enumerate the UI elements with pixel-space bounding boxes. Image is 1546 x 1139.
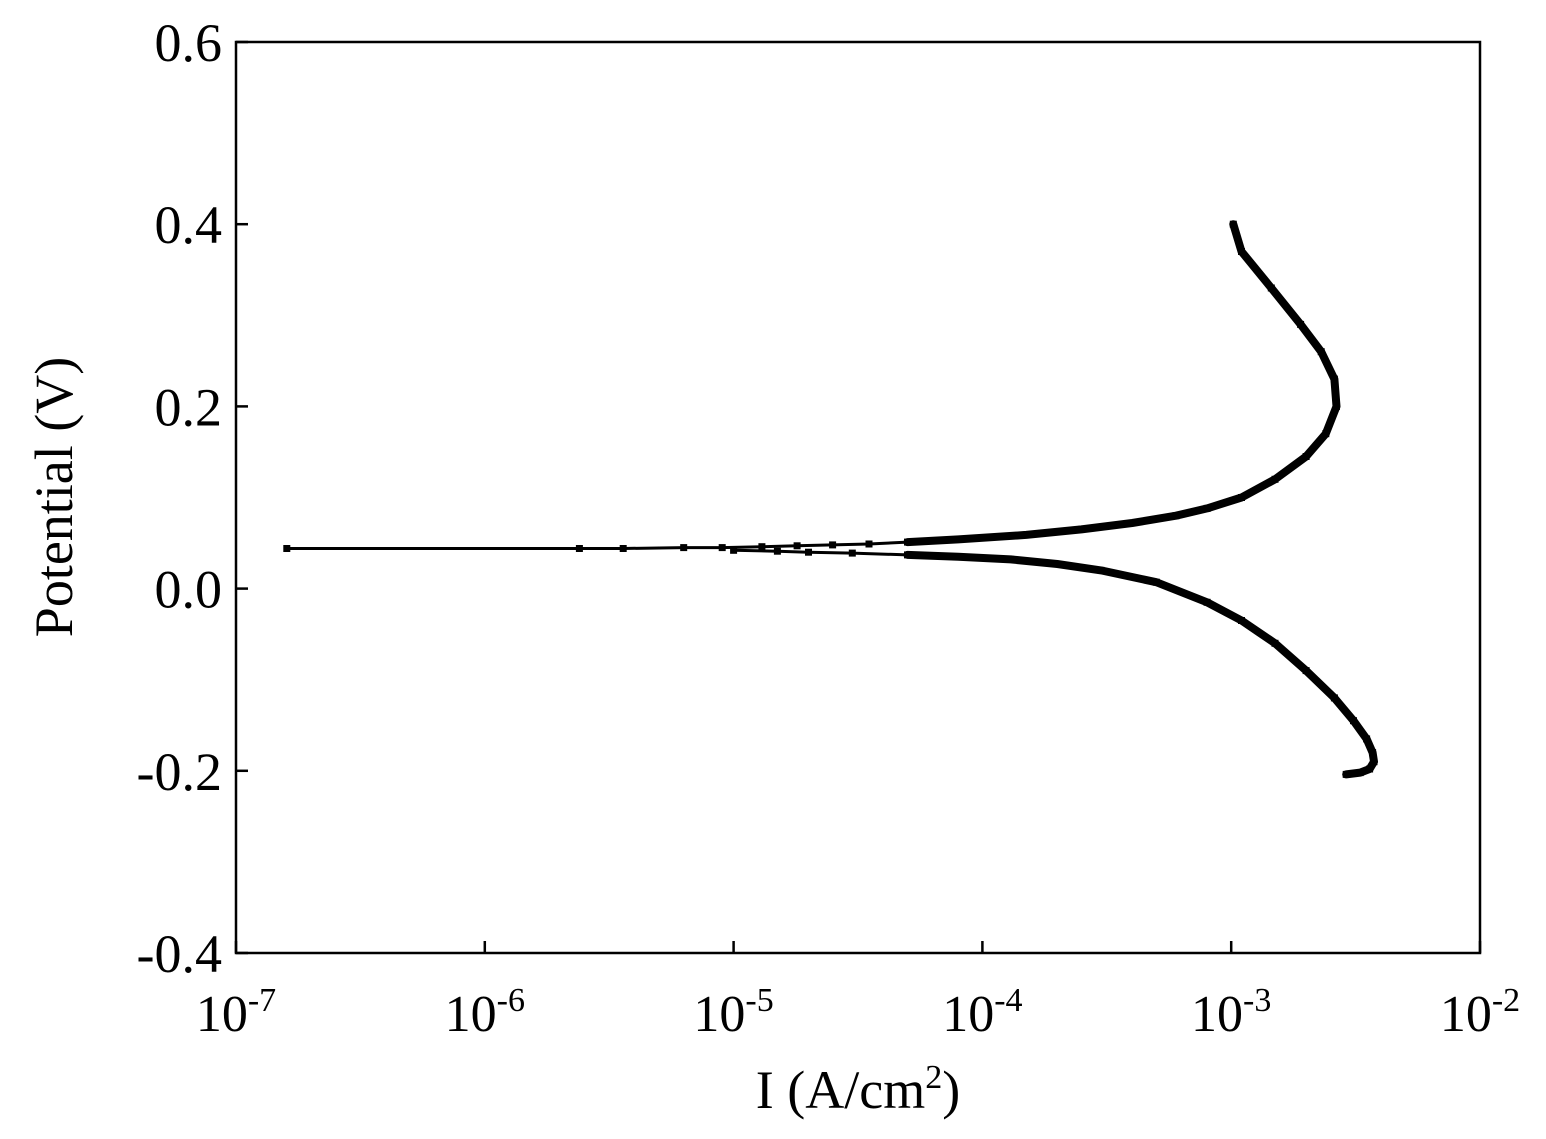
y-tick-label: 0.4 <box>155 195 223 255</box>
series-line-2 <box>732 548 1376 776</box>
plot-frame <box>234 40 1482 955</box>
data-point <box>865 540 873 548</box>
y-tick-label: 0.0 <box>155 560 223 620</box>
y-tick-label: 0.2 <box>155 377 223 437</box>
data-point <box>619 545 627 552</box>
series-layer <box>283 220 1378 779</box>
data-point <box>805 548 812 556</box>
series-dense-1 <box>903 220 1341 547</box>
x-tick-label: 10-7 <box>196 982 276 1043</box>
y-axis-title: Potential (V) <box>24 357 84 637</box>
data-point <box>829 541 837 549</box>
data-point <box>283 545 291 552</box>
x-tick-label: 10-4 <box>942 982 1022 1043</box>
data-point <box>848 549 856 557</box>
y-tick-label: -0.2 <box>137 742 222 802</box>
x-tick-label: 10-6 <box>445 982 525 1043</box>
data-point <box>575 545 583 552</box>
data-point <box>773 547 781 555</box>
y-tick-label: 0.6 <box>155 13 223 73</box>
series-line-1 <box>285 222 1338 550</box>
x-tick-label: 10-5 <box>693 982 773 1043</box>
x-tick-label: 10-2 <box>1440 982 1520 1043</box>
data-point <box>718 544 726 552</box>
y-ticks: 0.6 0.4 0.2 0.0 -0.2 -0.4 <box>137 13 248 984</box>
data-point <box>793 542 801 550</box>
data-point <box>758 543 766 551</box>
x-ticks: 10-7 10-6 10-5 10-4 10-3 10-2 <box>196 941 1520 1043</box>
x-axis-title: I (A/cm2) <box>756 1059 960 1120</box>
data-point <box>680 544 688 552</box>
series-dense-2 <box>903 550 1378 779</box>
y-tick-label: -0.4 <box>137 924 222 984</box>
x-tick-label: 10-3 <box>1191 982 1271 1043</box>
data-point <box>730 546 738 554</box>
